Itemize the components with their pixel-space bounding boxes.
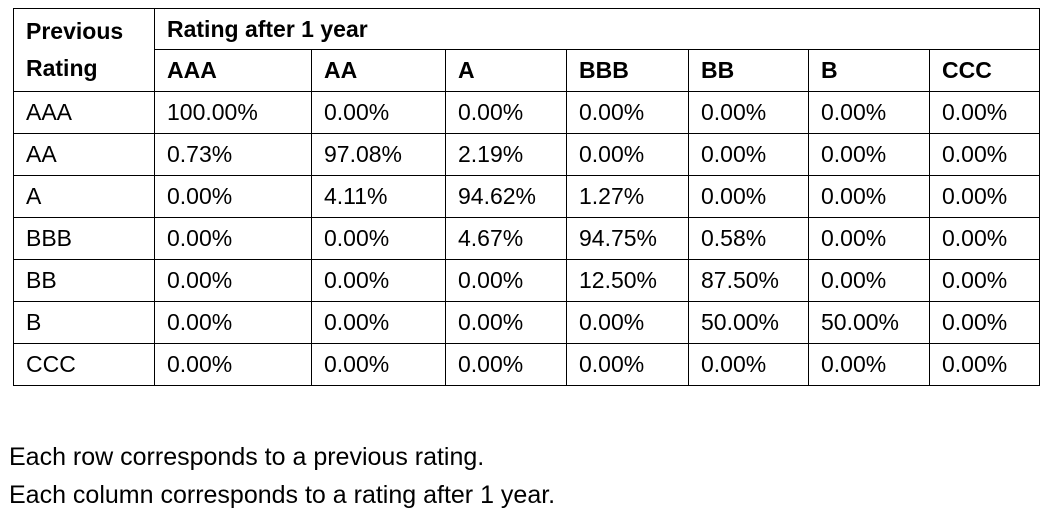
table-cell: 0.00% [929, 343, 1040, 386]
rating-after-1-year-header: Rating after 1 year [154, 8, 1040, 50]
table-cell: 0.00% [566, 301, 689, 344]
table-cell: 0.00% [311, 343, 446, 386]
table-cell: 0.00% [808, 217, 930, 260]
table-row: BBB 0.00% 0.00% 4.67% 94.75% 0.58% 0.00%… [13, 217, 1040, 260]
table-cell: 0.00% [808, 343, 930, 386]
table-cell: 0.58% [688, 217, 809, 260]
table-cell: 94.75% [566, 217, 689, 260]
table-cell: 1.27% [566, 175, 689, 218]
previous-rating-header: Previous Rating [13, 8, 155, 92]
table-cell: 0.00% [688, 175, 809, 218]
note-rows: Each row corresponds to a previous ratin… [9, 443, 485, 471]
column-header: AAA [154, 49, 312, 92]
table-cell: 0.00% [154, 343, 312, 386]
row-rating-label: AAA [13, 91, 155, 134]
table-cell: 0.00% [929, 217, 1040, 260]
table-row: B 0.00% 0.00% 0.00% 0.00% 50.00% 50.00% … [13, 301, 1040, 344]
table-cell: 4.67% [445, 217, 567, 260]
table-cell: 0.00% [808, 259, 930, 302]
table-cell: 0.00% [445, 259, 567, 302]
table-cell: 0.00% [311, 259, 446, 302]
table-cell: 0.00% [445, 301, 567, 344]
table-cell: 0.00% [929, 301, 1040, 344]
table-cell: 4.11% [311, 175, 446, 218]
table-cell: 0.00% [688, 133, 809, 176]
column-header: AA [311, 49, 446, 92]
table-row: BB 0.00% 0.00% 0.00% 12.50% 87.50% 0.00%… [13, 259, 1040, 302]
previous-rating-header-line1: Previous [26, 18, 124, 44]
row-rating-label: A [13, 175, 155, 218]
table-notes: Each row corresponds to a previous ratin… [9, 438, 555, 514]
table-row: A 0.00% 4.11% 94.62% 1.27% 0.00% 0.00% 0… [13, 175, 1040, 218]
table-cell: 0.00% [154, 259, 312, 302]
table-cell: 0.00% [445, 343, 567, 386]
table-cell: 0.00% [154, 217, 312, 260]
table-cell: 0.00% [311, 217, 446, 260]
table-cell: 0.00% [929, 133, 1040, 176]
column-header: CCC [929, 49, 1040, 92]
table-cell: 50.00% [808, 301, 930, 344]
table-row: AA 0.73% 97.08% 2.19% 0.00% 0.00% 0.00% … [13, 133, 1040, 176]
column-header: B [808, 49, 930, 92]
table-cell: 0.00% [808, 175, 930, 218]
row-rating-label: CCC [13, 343, 155, 386]
table-row: CCC 0.00% 0.00% 0.00% 0.00% 0.00% 0.00% … [13, 343, 1040, 386]
table-cell: 0.00% [688, 343, 809, 386]
row-rating-label: BB [13, 259, 155, 302]
table-cell: 0.00% [311, 91, 446, 134]
table-row: AAA 100.00% 0.00% 0.00% 0.00% 0.00% 0.00… [13, 91, 1040, 134]
row-rating-label: BBB [13, 217, 155, 260]
table-cell: 87.50% [688, 259, 809, 302]
header-row-2: AAA AA A BBB BB B CCC [14, 49, 1040, 92]
table-cell: 0.00% [929, 259, 1040, 302]
table-cell: 94.62% [445, 175, 567, 218]
table-cell: 100.00% [154, 91, 312, 134]
table-cell: 0.00% [688, 91, 809, 134]
table-cell: 0.00% [929, 91, 1040, 134]
table-cell: 0.00% [808, 133, 930, 176]
column-header: BBB [566, 49, 689, 92]
table-cell: 50.00% [688, 301, 809, 344]
table-cell: 97.08% [311, 133, 446, 176]
column-header: BB [688, 49, 809, 92]
table-cell: 0.73% [154, 133, 312, 176]
row-rating-label: B [13, 301, 155, 344]
table-cell: 0.00% [808, 91, 930, 134]
rating-transition-table: Previous Rating Rating after 1 year AAA … [13, 8, 1040, 386]
table-cell: 0.00% [311, 301, 446, 344]
table-cell: 0.00% [445, 91, 567, 134]
table-cell: 12.50% [566, 259, 689, 302]
column-header: A [445, 49, 567, 92]
table-cell: 2.19% [445, 133, 567, 176]
table-cell: 0.00% [566, 91, 689, 134]
table-cell: 0.00% [154, 301, 312, 344]
table-cell: 0.00% [566, 133, 689, 176]
previous-rating-header-line2: Rating [26, 55, 98, 81]
table-cell: 0.00% [154, 175, 312, 218]
row-rating-label: AA [13, 133, 155, 176]
header-row-1: Previous Rating Rating after 1 year [13, 8, 1040, 92]
table-cell: 0.00% [929, 175, 1040, 218]
note-columns: Each column corresponds to a rating afte… [9, 481, 556, 509]
table-cell: 0.00% [566, 343, 689, 386]
